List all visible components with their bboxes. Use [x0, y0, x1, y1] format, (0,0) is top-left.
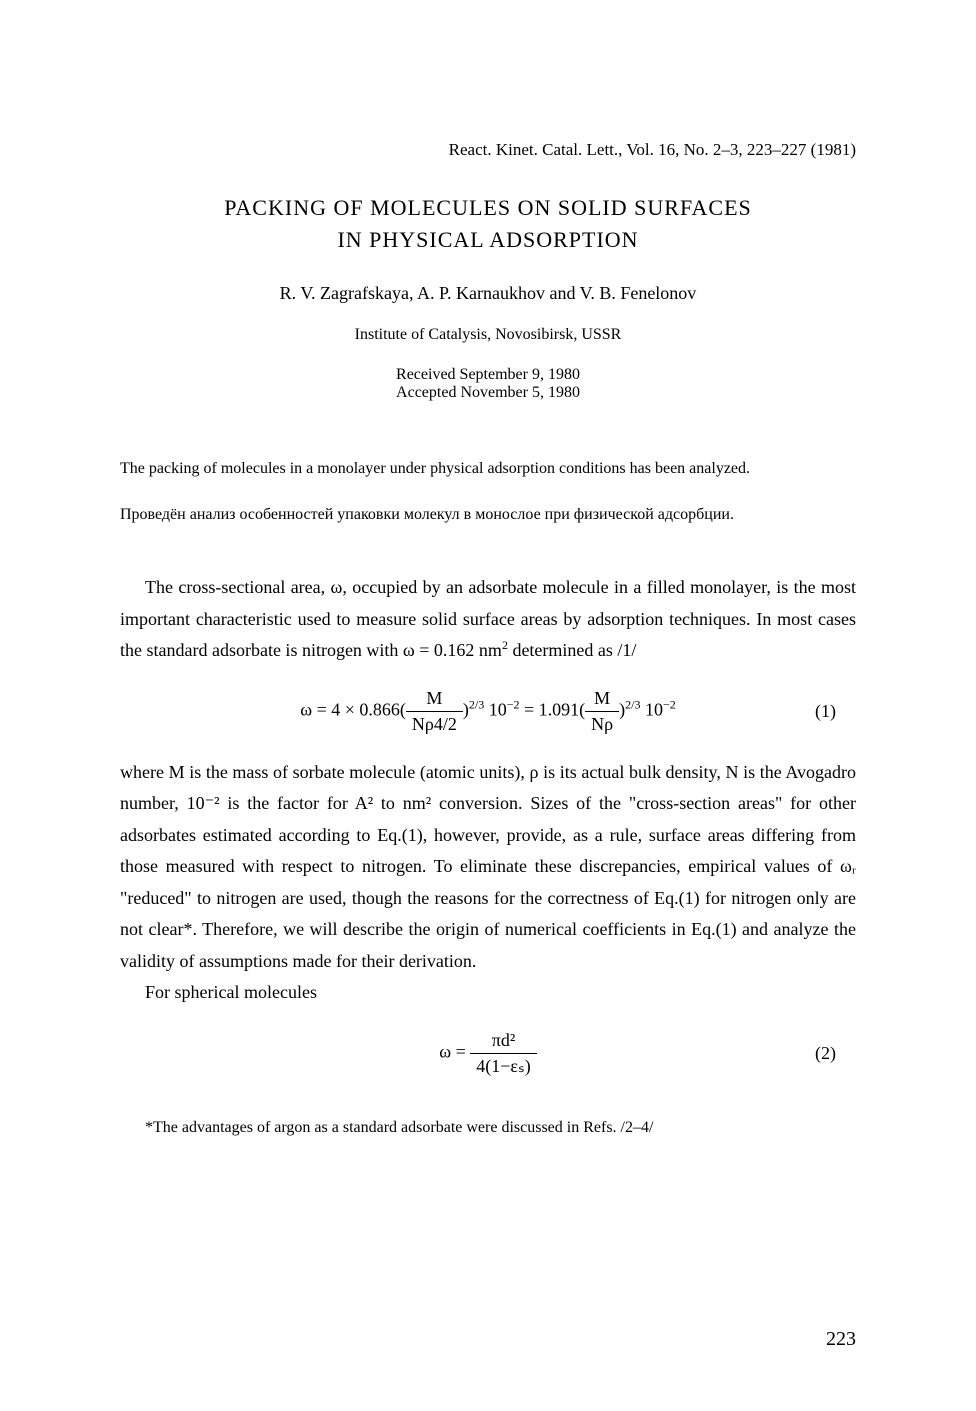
eq1-fraction1: MNρ4/2: [406, 688, 463, 735]
eq1-frac2-num: M: [585, 688, 619, 712]
eq1-mid: 10: [484, 700, 507, 720]
eq1-prefix: ω = 4 × 0.866(: [300, 700, 406, 720]
eq2-lhs: ω =: [439, 1042, 470, 1062]
paper-title-line2: IN PHYSICAL ADSORPTION: [120, 227, 856, 253]
eq1-end: 10: [640, 700, 663, 720]
journal-reference: React. Kinet. Catal. Lett., Vol. 16, No.…: [120, 140, 856, 160]
eq2-num: πd²: [470, 1030, 536, 1054]
eq1-content: ω = 4 × 0.866(MNρ4/2)2/3 10−2 = 1.091(MN…: [300, 688, 676, 735]
eq2-number: (2): [815, 1043, 836, 1064]
para1-text-b: determined as /1/: [508, 640, 636, 660]
affiliation: Institute of Catalysis, Novosibirsk, USS…: [120, 326, 856, 344]
eq1-neg2b: −2: [663, 698, 676, 712]
abstract-english: The packing of molecules in a monolayer …: [120, 457, 856, 481]
eq1-exp1: 2/3: [469, 698, 484, 712]
eq1-neg2a: −2: [507, 698, 520, 712]
received-date: Received September 9, 1980: [120, 366, 856, 384]
authors: R. V. Zagrafskaya, A. P. Karnaukhov and …: [120, 283, 856, 304]
paragraph-1: The cross-sectional area, ω, occupied by…: [120, 572, 856, 667]
page-number: 223: [826, 1328, 856, 1351]
accepted-date: Accepted November 5, 1980: [120, 384, 856, 402]
paragraph-2: where M is the mass of sorbate molecule …: [120, 757, 856, 978]
eq1-exp2: 2/3: [625, 698, 640, 712]
eq1-frac2-den: Nρ: [585, 712, 619, 735]
eq1-fraction2: MNρ: [585, 688, 619, 735]
eq2-fraction: πd²4(1−εₛ): [470, 1030, 536, 1077]
paragraph-3: For spherical molecules: [120, 977, 856, 1009]
eq1-frac1-num: M: [406, 688, 463, 712]
eq2-den: 4(1−εₛ): [470, 1054, 536, 1077]
equation-1: ω = 4 × 0.866(MNρ4/2)2/3 10−2 = 1.091(MN…: [120, 687, 856, 737]
paper-title-line1: PACKING OF MOLECULES ON SOLID SURFACES: [120, 195, 856, 221]
eq2-content: ω = πd²4(1−εₛ): [439, 1030, 536, 1077]
para1-text-a: The cross-sectional area, ω, occupied by…: [120, 577, 856, 660]
eq1-frac1-den: Nρ4/2: [406, 712, 463, 735]
submission-dates: Received September 9, 1980 Accepted Nove…: [120, 366, 856, 402]
eq1-eq: = 1.091(: [520, 700, 586, 720]
eq1-number: (1): [815, 701, 836, 722]
abstract-russian: Проведён анализ особенностей упаковки мо…: [120, 503, 856, 527]
footnote: *The advantages of argon as a standard a…: [120, 1119, 856, 1137]
equation-2: ω = πd²4(1−εₛ) (2): [120, 1029, 856, 1079]
